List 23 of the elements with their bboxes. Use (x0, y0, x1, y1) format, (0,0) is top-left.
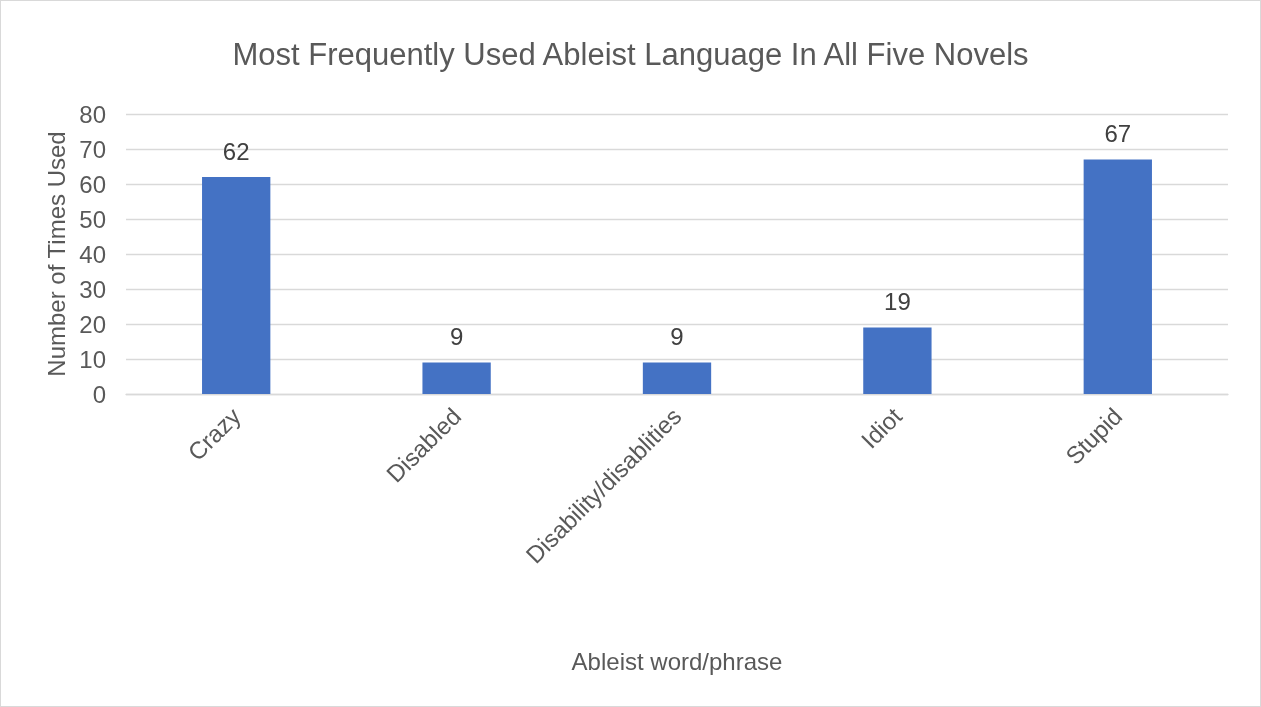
y-tick-label: 20 (79, 310, 106, 338)
y-tick-label: 60 (79, 170, 106, 198)
bar (863, 327, 932, 394)
y-tick-label: 70 (79, 135, 106, 163)
y-tick-label: 30 (79, 275, 106, 303)
bar (202, 177, 271, 394)
data-label: 9 (449, 323, 464, 350)
bar (422, 362, 491, 394)
y-tick-label: 50 (79, 205, 106, 233)
data-label: 62 (222, 137, 250, 165)
x-tick-label: Idiot (855, 402, 908, 454)
data-label: 67 (1104, 120, 1132, 147)
y-tick-label: 40 (79, 240, 106, 268)
y-axis-title: Number of Times Used (42, 131, 70, 377)
x-axis-title: Ableist word/phrase (571, 647, 783, 675)
y-tick-label: 10 (79, 345, 106, 373)
data-label: 9 (670, 323, 684, 350)
chart-title: Most Frequently Used Ableist Language In All Five Novels (232, 37, 1029, 72)
y-tick-label: 80 (79, 100, 106, 128)
bar (642, 362, 712, 394)
data-label: 19 (884, 288, 911, 315)
bar (1083, 159, 1152, 394)
y-tick-label: 0 (92, 380, 106, 408)
